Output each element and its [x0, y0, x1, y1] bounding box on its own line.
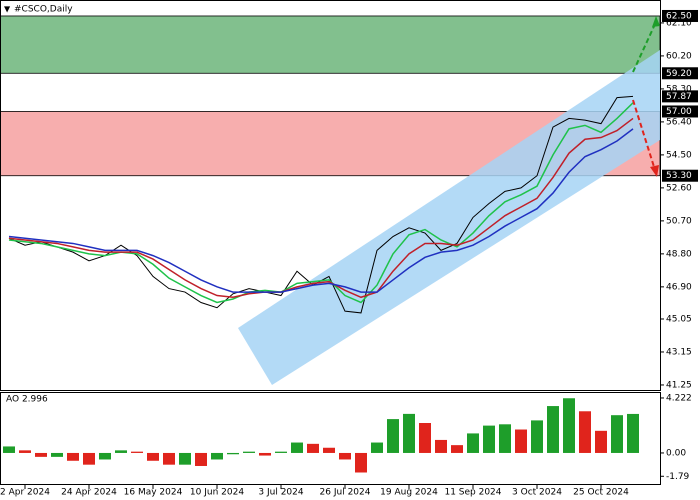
- axes: 62.10 60.20 58.30 56.40 54.50 52.60 50.70 48.80…: [0, 9, 698, 498]
- plot: [3, 95, 639, 473]
- ao-bar: [3, 446, 15, 453]
- price-frame: [0, 0, 661, 391]
- y-tick-label: 60.20: [666, 51, 692, 61]
- y-tick-label: 54.50: [666, 150, 692, 160]
- menu-triangle[interactable]: ▼: [4, 5, 11, 14]
- level-box: [662, 67, 698, 80]
- ao-bar: [499, 424, 511, 453]
- ao-bar: [19, 450, 31, 453]
- level-box: [662, 90, 698, 103]
- up-arrow: [632, 21, 657, 73]
- moving-average: [8, 102, 634, 304]
- level-box: [662, 169, 698, 182]
- y-tick-label: 43.15: [666, 347, 692, 357]
- ao-bar: [307, 443, 319, 453]
- x-tick-label: 26 Jul 2024: [320, 488, 371, 498]
- x-tick-label: 3 Oct 2024: [512, 488, 562, 498]
- ao-bar: [339, 452, 351, 460]
- ao-bar: [419, 423, 431, 453]
- y-tick-label: 48.80: [666, 249, 692, 259]
- y-tick-label: 0.00: [666, 448, 686, 458]
- ao-bar: [51, 452, 63, 457]
- zone: [0, 15, 661, 74]
- level-label: 59.20: [666, 69, 692, 79]
- ao-bar: [275, 451, 287, 453]
- ao-bar: [35, 452, 47, 457]
- ao-bar: [547, 406, 559, 453]
- ao-bar: [579, 411, 591, 453]
- y-tick-label: 62.10: [666, 18, 692, 28]
- ao-bar: [435, 439, 447, 453]
- x-tick-label: 24 Apr 2024: [61, 488, 117, 498]
- ao-bar: [131, 451, 143, 453]
- x-tick-label: 25 Oct 2024: [573, 488, 629, 498]
- ao-bar: [211, 452, 223, 460]
- ao-bar: [563, 398, 575, 453]
- level-label: 57.87: [666, 92, 692, 102]
- chart-title: #CSCO,Daily: [14, 5, 73, 15]
- ao-bar: [83, 452, 95, 465]
- ao-bar: [627, 413, 639, 453]
- y-tick-label: 4.222: [666, 393, 692, 403]
- x-tick-label: 10 Jun 2024: [190, 488, 244, 498]
- ao-bar: [99, 452, 111, 460]
- down-arrow: [632, 99, 656, 171]
- ao-bar: [227, 452, 239, 455]
- ao-bar: [515, 429, 527, 453]
- ao-bar: [467, 433, 479, 453]
- y-tick-label: 41.25: [666, 380, 692, 390]
- y-tick-label: 52.60: [666, 183, 692, 193]
- x-tick-label: 16 May 2024: [124, 488, 183, 498]
- y-tick-label: 45.05: [666, 314, 692, 324]
- level-label: 53.30: [666, 171, 692, 181]
- ao-bar: [403, 413, 415, 453]
- ao-bar: [163, 452, 175, 465]
- ao-frame: [0, 392, 661, 485]
- x-tick-label: 19 Aug 2024: [380, 488, 438, 498]
- up-arrow-head: [652, 16, 660, 27]
- ao-bar: [355, 452, 367, 473]
- ao-bar: [115, 450, 127, 453]
- ao-bar: [259, 452, 271, 456]
- level-box: [662, 9, 698, 22]
- ao-bar: [595, 430, 607, 453]
- y-tick-label: 50.70: [666, 216, 692, 226]
- ao-bar: [611, 415, 623, 453]
- y-tick-label: 58.30: [666, 84, 692, 94]
- ao-bar: [371, 442, 383, 453]
- down-arrow-head: [650, 165, 659, 177]
- level-label: 57.00: [666, 107, 692, 117]
- moving-average: [8, 117, 634, 299]
- ao-bar: [451, 445, 463, 453]
- ao-bar: [67, 452, 79, 461]
- ao-bar: [195, 452, 207, 466]
- moving-average: [8, 128, 634, 293]
- y-tick-label: -1.79: [666, 472, 690, 482]
- ao-bar: [531, 420, 543, 453]
- y-tick-label: 56.40: [666, 117, 692, 127]
- ao-bar: [243, 451, 255, 453]
- x-tick-label: 3 Jul 2024: [258, 488, 303, 498]
- x-tick-label: 2 Apr 2024: [0, 488, 50, 498]
- level-label: 62.50: [666, 11, 692, 21]
- ao-bar: [483, 425, 495, 453]
- x-tick-label: 11 Sep 2024: [444, 488, 501, 498]
- ao-bar: [179, 452, 191, 465]
- ao-bar: [291, 442, 303, 453]
- ao-bar: [147, 452, 159, 461]
- trend-channel: [238, 50, 660, 385]
- ao-title: AO 2.996: [6, 395, 48, 405]
- ao-bar: [323, 447, 335, 453]
- level-box: [662, 105, 698, 118]
- ao-bar: [387, 419, 399, 453]
- y-tick-label: 46.90: [666, 282, 692, 292]
